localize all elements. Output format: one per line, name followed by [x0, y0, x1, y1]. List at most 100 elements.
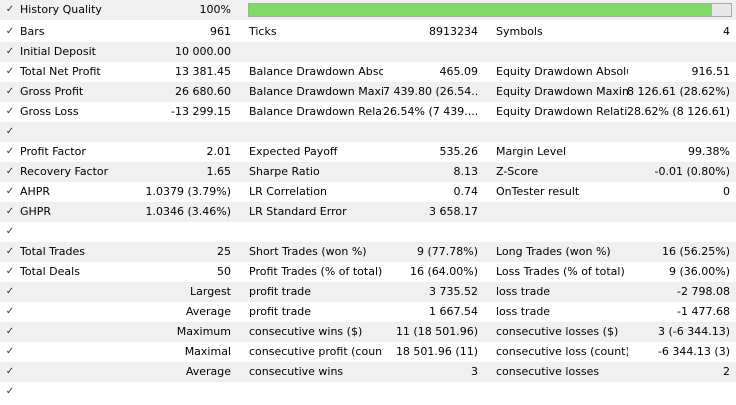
report-row-blank[interactable]: ✓ — [0, 222, 736, 242]
history-quality-label: History Quality — [20, 3, 102, 16]
history-quality-fill — [249, 4, 712, 16]
report-row[interactable]: ✓ Bars 961 Ticks 8913234 Symbols 4 — [0, 22, 736, 42]
report-row[interactable]: ✓ Total Trades 25 Short Trades (won %) 9… — [0, 242, 736, 262]
stat-value: 3 (-6 344.13) — [657, 325, 730, 338]
stat-value: 1 667.54 — [429, 305, 478, 318]
report-row[interactable]: ✓ Average consecutive wins 3 consecutive… — [0, 362, 736, 382]
stat-label: profit trade — [249, 305, 312, 318]
stat-value: 2 — [723, 365, 730, 378]
stat-value: 3 — [471, 365, 478, 378]
stat-group-label: Maximum — [176, 325, 231, 338]
stat-value: 26.54% (7 439.... — [383, 105, 478, 118]
report-row-blank[interactable]: ✓ — [0, 382, 736, 402]
stat-label: Bars — [20, 25, 45, 38]
stat-group-label: Largest — [190, 285, 231, 298]
stat-label: Equity Drawdown Absolute — [496, 65, 628, 78]
report-row[interactable]: ✓ Total Net Profit 13 381.45 Balance Dra… — [0, 62, 736, 82]
stat-label: Short Trades (won %) — [249, 245, 367, 258]
check-icon: ✓ — [5, 346, 15, 357]
stat-value: -2 798.08 — [677, 285, 730, 298]
stat-label: LR Correlation — [249, 185, 327, 198]
check-icon: ✓ — [5, 366, 15, 377]
check-icon: ✓ — [5, 266, 15, 277]
stat-group-label: Average — [185, 365, 231, 378]
stat-value: 11 (18 501.96) — [395, 325, 478, 338]
stat-value: 18 501.96 (11) — [395, 345, 478, 358]
report-row[interactable]: ✓ Gross Profit 26 680.60 Balance Drawdow… — [0, 82, 736, 102]
check-icon: ✓ — [5, 206, 15, 217]
stat-label: Expected Payoff — [249, 145, 338, 158]
stat-label: Equity Drawdown Relative — [496, 105, 628, 118]
stat-label: Total Net Profit — [20, 65, 101, 78]
stat-value: 99.38% — [688, 145, 730, 158]
stat-value: 13 381.45 — [175, 65, 231, 78]
check-icon: ✓ — [5, 306, 15, 317]
stat-label: Total Trades — [20, 245, 86, 258]
stat-value: 3 658.17 — [429, 205, 478, 218]
stat-label: Gross Loss — [20, 105, 79, 118]
stat-label: consecutive loss (count) — [496, 345, 628, 358]
stat-label: consecutive wins ($) — [249, 325, 363, 338]
stat-label: Z-Score — [496, 165, 539, 178]
report-row[interactable]: ✓ Average profit trade 1 667.54 loss tra… — [0, 302, 736, 322]
stat-value: 9 (36.00%) — [668, 265, 730, 278]
report-row-history-quality[interactable]: ✓ History Quality 100% — [0, 0, 736, 20]
report-row[interactable]: ✓ AHPR 1.0379 (3.79%) LR Correlation 0.7… — [0, 182, 736, 202]
report-row[interactable]: ✓ Profit Factor 2.01 Expected Payoff 535… — [0, 142, 736, 162]
report-row[interactable]: ✓ Maximum consecutive wins ($) 11 (18 50… — [0, 322, 736, 342]
check-icon: ✓ — [5, 46, 15, 57]
stat-label: Margin Level — [496, 145, 567, 158]
stat-label: AHPR — [20, 185, 51, 198]
stat-value: 961 — [210, 25, 231, 38]
stat-label — [249, 42, 383, 62]
stat-label: Profit Factor — [20, 145, 86, 158]
stat-value: 465.09 — [439, 65, 479, 78]
stat-label: GHPR — [20, 205, 52, 218]
stat-value: 50 — [217, 265, 231, 278]
stat-value: 8913234 — [429, 25, 478, 38]
report-row[interactable]: ✓ Initial Deposit 10 000.00 — [0, 42, 736, 62]
report-row[interactable]: ✓ Largest profit trade 3 735.52 loss tra… — [0, 282, 736, 302]
stat-label: Ticks — [249, 25, 277, 38]
stat-value — [383, 42, 478, 62]
report-row[interactable]: ✓ Gross Loss -13 299.15 Balance Drawdown… — [0, 102, 736, 122]
stat-label: Recovery Factor — [20, 165, 109, 178]
stat-value: 1.0346 (3.46%) — [145, 205, 231, 218]
stat-group-label: Average — [185, 305, 231, 318]
stat-label: consecutive losses — [496, 365, 600, 378]
stat-group-label: Maximal — [184, 345, 231, 358]
check-icon: ✓ — [5, 166, 15, 177]
check-icon: ✓ — [5, 106, 15, 117]
report-row[interactable]: ✓ Recovery Factor 1.65 Sharpe Ratio 8.13… — [0, 162, 736, 182]
stat-value: 26 680.60 — [175, 85, 231, 98]
stat-label: LR Standard Error — [249, 205, 347, 218]
stat-value: 916.51 — [691, 65, 731, 78]
stat-label: Loss Trades (% of total) — [496, 265, 625, 278]
stat-label: loss trade — [496, 285, 551, 298]
report-row[interactable]: ✓ Maximal consecutive profit (count) 18 … — [0, 342, 736, 362]
stat-value: 2.01 — [206, 145, 232, 158]
history-quality-bar — [248, 3, 732, 17]
check-icon: ✓ — [5, 186, 15, 197]
report-row[interactable]: ✓ Total Deals 50 Profit Trades (% of tot… — [0, 262, 736, 282]
report-row[interactable]: ✓ GHPR 1.0346 (3.46%) LR Standard Error … — [0, 202, 736, 222]
stat-value: 8 126.61 (28.62%) — [626, 85, 730, 98]
stat-label: OnTester result — [496, 185, 580, 198]
stat-value: 0 — [723, 185, 730, 198]
stat-value: 1.65 — [206, 165, 232, 178]
check-icon: ✓ — [5, 4, 15, 15]
stat-label: Balance Drawdown Absol... — [249, 65, 383, 78]
stat-value: 0.74 — [453, 185, 479, 198]
stat-label: Profit Trades (% of total) — [249, 265, 383, 278]
stat-label: Balance Drawdown Maximal — [249, 85, 383, 98]
stat-label: consecutive wins — [249, 365, 344, 378]
stat-value: -13 299.15 — [171, 105, 231, 118]
stat-value: 25 — [217, 245, 231, 258]
stat-label: Equity Drawdown Maximal — [496, 85, 628, 98]
stat-label: Long Trades (won %) — [496, 245, 611, 258]
stat-value: -1 477.68 — [677, 305, 730, 318]
stat-value: -6 344.13 (3) — [657, 345, 730, 358]
check-icon: ✓ — [5, 326, 15, 337]
report-row-blank[interactable]: ✓ — [0, 122, 736, 142]
stat-value: 10 000.00 — [175, 45, 231, 58]
